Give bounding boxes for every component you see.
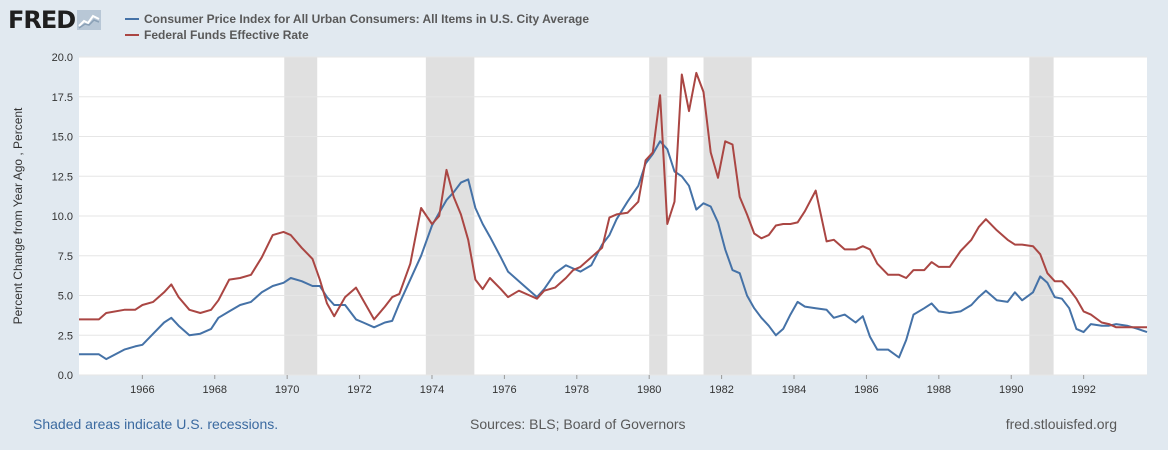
x-tick-label: 1988 (927, 384, 951, 396)
series-line-cpi[interactable] (79, 140, 1148, 361)
series-lines (79, 71, 1148, 361)
x-tick-label: 1976 (492, 384, 516, 396)
axes: 0.0 2.5 5.0 7.5 10.0 12.5 15.0 17.5 20.0 1966 1968… (52, 52, 1096, 396)
x-tick-label: 1966 (130, 384, 154, 396)
y-tick-label: 15.0 (52, 132, 73, 144)
x-tick-label: 1984 (782, 384, 806, 396)
site-link[interactable]: fred.stlouisfed.org (1005, 416, 1117, 432)
legend-swatch-fedfunds (125, 34, 139, 36)
series-line-fedfunds[interactable] (79, 71, 1147, 329)
x-tick-label: 1982 (709, 384, 733, 396)
x-tick-label: 1972 (347, 384, 371, 396)
legend-entry-fedfunds[interactable]: Federal Funds Effective Rate (125, 27, 589, 43)
y-tick-label: 10.0 (52, 211, 73, 223)
y-tick-label: 7.5 (58, 251, 73, 263)
x-tick-label: 1978 (565, 384, 589, 396)
logo-graph-icon (77, 10, 102, 30)
y-tick-label: 20.0 (52, 52, 73, 64)
x-tick-label: 1968 (203, 384, 227, 396)
x-tick-label: 1974 (420, 384, 444, 396)
chart-legend: Consumer Price Index for All Urban Consu… (125, 11, 589, 43)
legend-label-cpi: Consumer Price Index for All Urban Consu… (144, 12, 589, 26)
y-tick-label: 17.5 (52, 92, 73, 104)
legend-swatch-cpi (125, 18, 139, 20)
y-tick-label: 0.0 (58, 370, 73, 382)
y-tick-label: 12.5 (52, 171, 73, 183)
x-tick-label: 1970 (275, 384, 299, 396)
fred-logo[interactable]: FRED (8, 6, 102, 34)
x-tick-label: 1992 (1071, 384, 1095, 396)
y-axis-label: Percent Change from Year Ago , Percent (11, 107, 25, 324)
y-tick-label: 2.5 (58, 330, 73, 342)
legend-entry-cpi[interactable]: Consumer Price Index for All Urban Consu… (125, 11, 589, 27)
recession-note-link[interactable]: Shaded areas indicate U.S. recessions. (33, 416, 279, 432)
y-tick-label: 5.0 (58, 291, 73, 303)
sources-text: Sources: BLS; Board of Governors (470, 416, 686, 432)
x-tick-label: 1990 (999, 384, 1023, 396)
x-tick-label: 1980 (637, 384, 661, 396)
legend-label-fedfunds: Federal Funds Effective Rate (144, 28, 309, 42)
logo-text: FRED (8, 6, 76, 34)
x-tick-label: 1986 (854, 384, 878, 396)
